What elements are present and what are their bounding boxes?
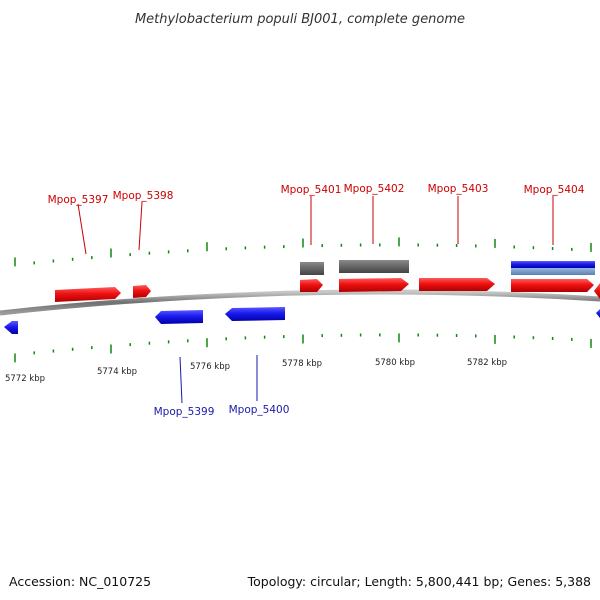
scale-label: 5772 kbp bbox=[5, 374, 45, 384]
feature-gray-bar bbox=[300, 262, 324, 275]
gene-label-mpop-5403: Mpop_5403 bbox=[428, 183, 489, 195]
reverse-genes bbox=[4, 307, 600, 334]
gene-label-mpop-5397: Mpop_5397 bbox=[48, 194, 109, 206]
scale-label: 5780 kbp bbox=[375, 358, 415, 368]
gene-arrow-edge bbox=[4, 321, 18, 334]
gene-label-mpop-5398: Mpop_5398 bbox=[113, 190, 174, 202]
gene-arrow-mpop-5402 bbox=[339, 278, 409, 292]
feature-track bbox=[300, 260, 595, 275]
gene-arrow-mpop-5400 bbox=[225, 307, 285, 321]
scale-label: 5782 kbp bbox=[467, 358, 507, 368]
reverse-tick-marks bbox=[14, 333, 592, 363]
leader-line-mpop-5397 bbox=[77, 203, 87, 255]
leader-line-mpop-5398 bbox=[138, 201, 143, 251]
scale-label: 5774 kbp bbox=[97, 367, 137, 377]
forward-tick-marks bbox=[14, 237, 592, 267]
gene-label-mpop-5401: Mpop_5401 bbox=[281, 184, 342, 196]
chart-title: Methylobacterium populi BJ001, complete … bbox=[135, 12, 465, 27]
gene-label-mpop-5399: Mpop_5399 bbox=[154, 406, 215, 418]
feature-gray-bar bbox=[339, 260, 409, 273]
gene-arrow-mpop-5399 bbox=[155, 310, 203, 324]
gene-arrow-mpop-5403 bbox=[419, 278, 495, 291]
gene-label-mpop-5400: Mpop_5400 bbox=[229, 404, 290, 416]
gene-arrow-edge bbox=[594, 283, 600, 299]
gene-arrow-mpop-5397 bbox=[55, 287, 121, 302]
scale-label: 5776 kbp bbox=[190, 362, 230, 372]
scale-label: 5778 kbp bbox=[282, 359, 322, 369]
gene-labels: Mpop_5397 Mpop_5398 Mpop_5401 Mpop_5402 … bbox=[48, 183, 585, 418]
feature-lightblue-bar bbox=[511, 268, 595, 275]
forward-genes bbox=[55, 278, 600, 302]
feature-blue-bar bbox=[511, 261, 595, 268]
gene-arrow-edge bbox=[596, 309, 600, 318]
accession-text: Accession: NC_010725 bbox=[9, 574, 151, 589]
gene-label-mpop-5402: Mpop_5402 bbox=[344, 183, 405, 195]
leader-line-mpop-5399 bbox=[179, 356, 183, 404]
gene-arrow-mpop-5401 bbox=[300, 279, 323, 292]
scale-labels: 5772 kbp 5774 kbp 5776 kbp 5778 kbp 5780… bbox=[5, 358, 507, 384]
gene-arrow-mpop-5398 bbox=[133, 285, 151, 298]
genome-backbone bbox=[0, 289, 600, 316]
genome-summary-text: Topology: circular; Length: 5,800,441 bp… bbox=[247, 574, 591, 589]
forward-leader-lines bbox=[77, 196, 554, 255]
reverse-leader-lines bbox=[179, 355, 258, 404]
gene-arrow-mpop-5404 bbox=[511, 279, 594, 292]
gene-label-mpop-5404: Mpop_5404 bbox=[524, 184, 585, 196]
